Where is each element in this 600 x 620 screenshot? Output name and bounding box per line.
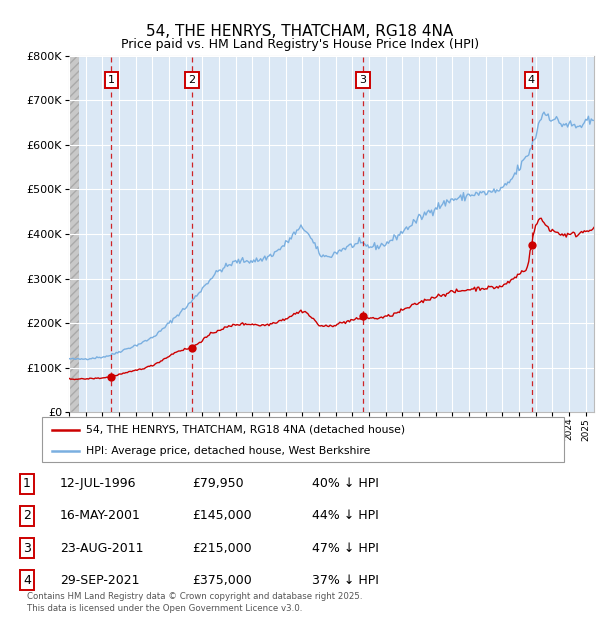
Text: 12-JUL-1996: 12-JUL-1996 xyxy=(60,477,137,490)
Text: 37% ↓ HPI: 37% ↓ HPI xyxy=(312,574,379,587)
Text: 4: 4 xyxy=(528,75,535,86)
Text: 54, THE HENRYS, THATCHAM, RG18 4NA (detached house): 54, THE HENRYS, THATCHAM, RG18 4NA (deta… xyxy=(86,425,406,435)
Text: 4: 4 xyxy=(23,574,31,587)
Text: 3: 3 xyxy=(359,75,367,86)
Text: 16-MAY-2001: 16-MAY-2001 xyxy=(60,510,141,522)
Text: 47% ↓ HPI: 47% ↓ HPI xyxy=(312,542,379,554)
Text: 44% ↓ HPI: 44% ↓ HPI xyxy=(312,510,379,522)
Text: 2: 2 xyxy=(23,510,31,522)
Text: 54, THE HENRYS, THATCHAM, RG18 4NA: 54, THE HENRYS, THATCHAM, RG18 4NA xyxy=(146,24,454,38)
Text: 3: 3 xyxy=(23,542,31,554)
Bar xyxy=(69,56,79,412)
Text: Price paid vs. HM Land Registry's House Price Index (HPI): Price paid vs. HM Land Registry's House … xyxy=(121,38,479,51)
Text: £79,950: £79,950 xyxy=(192,477,244,490)
Text: £215,000: £215,000 xyxy=(192,542,251,554)
Text: 2: 2 xyxy=(188,75,196,86)
Text: 29-SEP-2021: 29-SEP-2021 xyxy=(60,574,139,587)
FancyBboxPatch shape xyxy=(42,417,564,462)
Text: £145,000: £145,000 xyxy=(192,510,251,522)
Text: 40% ↓ HPI: 40% ↓ HPI xyxy=(312,477,379,490)
Text: £375,000: £375,000 xyxy=(192,574,252,587)
Text: HPI: Average price, detached house, West Berkshire: HPI: Average price, detached house, West… xyxy=(86,446,371,456)
Text: 1: 1 xyxy=(108,75,115,86)
Text: 23-AUG-2011: 23-AUG-2011 xyxy=(60,542,143,554)
Text: Contains HM Land Registry data © Crown copyright and database right 2025.
This d: Contains HM Land Registry data © Crown c… xyxy=(27,591,362,613)
Text: 1: 1 xyxy=(23,477,31,490)
